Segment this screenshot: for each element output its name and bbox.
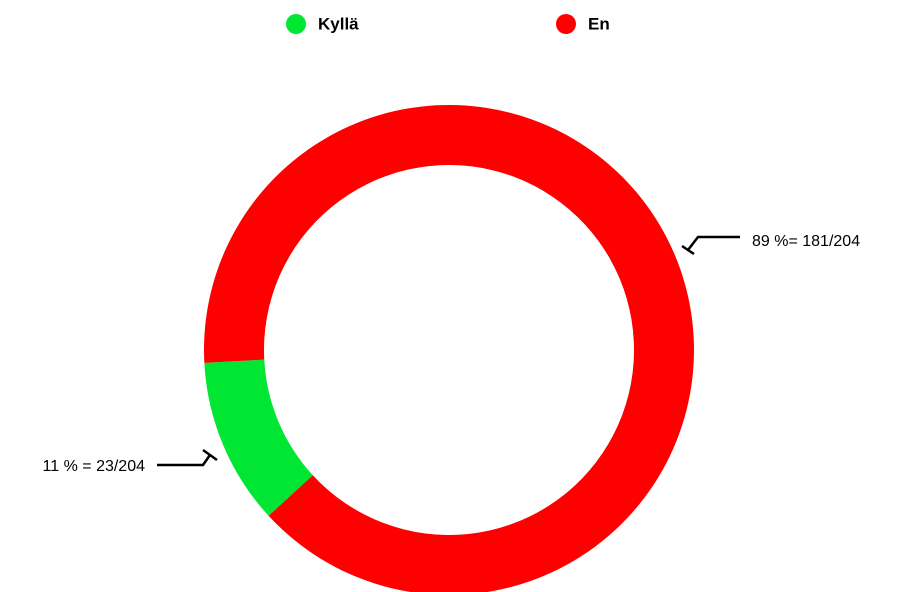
data-label: 89 %= 181/204	[752, 233, 860, 250]
legend-marker	[556, 14, 576, 34]
leader-tick	[202, 448, 218, 462]
donut-slice	[204, 105, 694, 592]
legend-label: Kyllä	[318, 14, 359, 33]
data-label: 11 % = 23/204	[43, 458, 146, 475]
leader-line	[687, 235, 740, 251]
leader-tick	[681, 244, 695, 256]
legend-label: En	[588, 14, 610, 33]
leader-line	[157, 454, 212, 467]
legend-marker	[286, 14, 306, 34]
donut-slice	[204, 359, 313, 516]
